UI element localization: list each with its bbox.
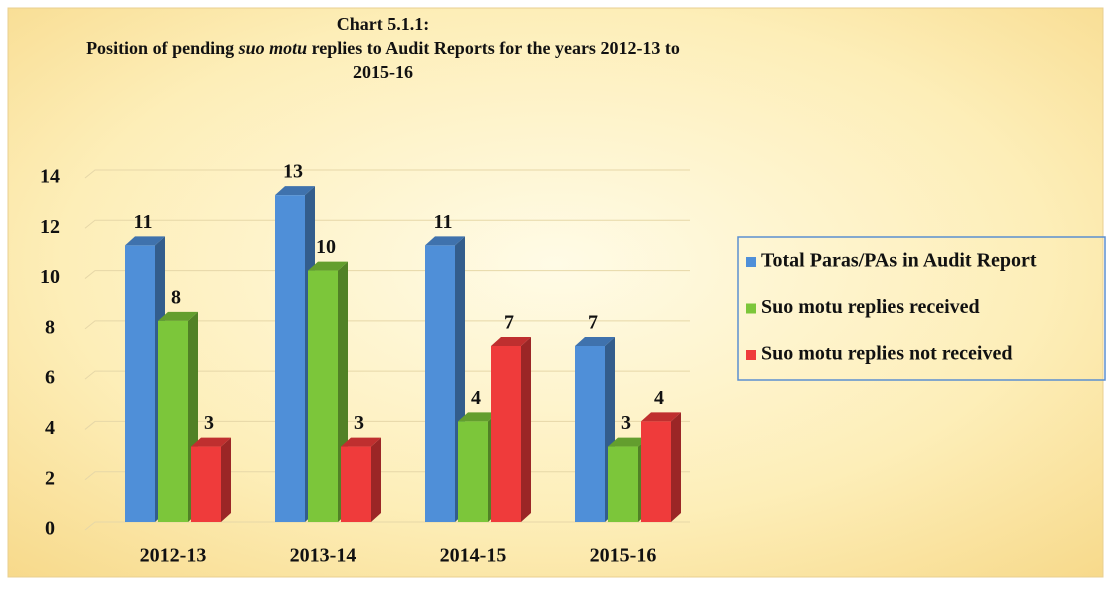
bar-top bbox=[575, 337, 615, 346]
bar-side bbox=[521, 337, 531, 522]
bar-top bbox=[341, 437, 381, 447]
subtitle-part: suo motu bbox=[238, 38, 308, 58]
legend-label: Suo motu replies not received bbox=[761, 343, 1012, 365]
bar-top bbox=[491, 337, 531, 346]
bar-side bbox=[221, 437, 231, 522]
bar-top bbox=[275, 186, 315, 196]
grid-line bbox=[84, 169, 690, 179]
data-label: 10 bbox=[316, 236, 336, 258]
bar-front bbox=[125, 245, 155, 522]
data-label: 3 bbox=[204, 412, 214, 434]
data-label: 3 bbox=[621, 412, 631, 434]
bar-top bbox=[308, 261, 348, 271]
bar bbox=[308, 261, 348, 522]
chart-title: Chart 5.1.1: bbox=[337, 14, 430, 34]
y-tick-label: 8 bbox=[45, 316, 55, 338]
bar bbox=[425, 236, 465, 522]
bar bbox=[641, 412, 681, 522]
data-label: 7 bbox=[588, 312, 598, 334]
y-tick-label: 14 bbox=[40, 166, 60, 188]
data-label: 7 bbox=[504, 312, 514, 334]
bar bbox=[191, 437, 231, 522]
y-tick-label: 4 bbox=[45, 417, 55, 439]
legend-swatch bbox=[746, 303, 756, 314]
bar-top bbox=[425, 236, 465, 246]
bar-front bbox=[575, 346, 605, 522]
x-tick-label: 2014-15 bbox=[440, 545, 507, 567]
bar bbox=[491, 337, 531, 522]
y-tick-label: 12 bbox=[40, 216, 60, 238]
bar-top bbox=[458, 412, 498, 422]
bar-top bbox=[125, 236, 165, 246]
legend-label: Suo motu replies received bbox=[761, 296, 980, 318]
legend-box bbox=[737, 236, 1106, 381]
bar-front bbox=[458, 421, 488, 522]
bar-top bbox=[158, 311, 198, 321]
grid-line bbox=[84, 219, 690, 229]
bar-front bbox=[341, 446, 371, 522]
bar bbox=[341, 437, 381, 522]
legend-swatch bbox=[746, 350, 756, 360]
data-label: 13 bbox=[283, 161, 303, 183]
data-label: 3 bbox=[354, 412, 364, 434]
x-tick-label: 2013-14 bbox=[290, 545, 357, 567]
bar-side bbox=[671, 412, 681, 522]
bar-front bbox=[158, 320, 188, 522]
bar-front bbox=[608, 446, 638, 522]
bar-front bbox=[425, 245, 455, 522]
data-label: 11 bbox=[134, 211, 153, 233]
legend-label: Total Paras/PAs in Audit Report bbox=[761, 250, 1037, 272]
bar-side bbox=[371, 437, 381, 522]
bar-top bbox=[608, 437, 648, 447]
x-tick-label: 2015-16 bbox=[590, 545, 657, 567]
grid-line bbox=[84, 320, 690, 330]
y-tick-label: 10 bbox=[40, 266, 60, 288]
chart-subtitle: 2015-16 bbox=[353, 62, 413, 82]
bar-front bbox=[191, 446, 221, 522]
grid-line bbox=[84, 270, 690, 279]
bar-front bbox=[491, 346, 521, 522]
legend-swatch bbox=[746, 257, 756, 267]
data-label: 11 bbox=[434, 211, 453, 233]
y-tick-label: 0 bbox=[45, 518, 55, 540]
bar-front bbox=[308, 270, 338, 522]
data-label: 4 bbox=[471, 387, 481, 409]
bar-top bbox=[191, 437, 231, 447]
y-tick-label: 6 bbox=[45, 367, 55, 389]
x-tick-label: 2012-13 bbox=[140, 545, 207, 567]
bar-front bbox=[641, 421, 671, 522]
chart-subtitle: Position of pending suo motu replies to … bbox=[86, 38, 680, 58]
data-label: 8 bbox=[171, 286, 181, 308]
data-label: 4 bbox=[654, 387, 664, 409]
subtitle-part: Position of pending bbox=[86, 38, 239, 58]
subtitle-part: replies to Audit Reports for the years 2… bbox=[307, 38, 680, 58]
bar-top bbox=[641, 412, 681, 422]
y-tick-label: 2 bbox=[45, 467, 55, 489]
bar-front bbox=[275, 195, 305, 522]
